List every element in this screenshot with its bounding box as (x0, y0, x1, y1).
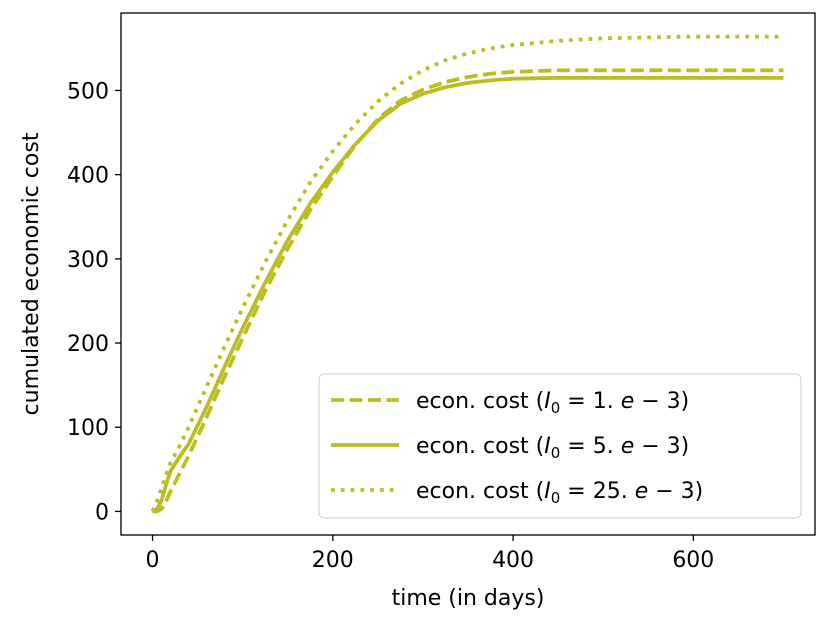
x-tick-label: 200 (312, 548, 354, 573)
legend-label: econ. cost (I0 = 1. e − 3) (416, 389, 689, 417)
legend-label: econ. cost (I0 = 5. e − 3) (416, 434, 689, 462)
legend-box (318, 373, 802, 519)
x-tick-label: 0 (146, 548, 160, 573)
x-axis-ticks: 0 200 400 600 (146, 535, 714, 573)
y-tick-label: 0 (95, 500, 109, 525)
x-tick-label: 400 (492, 548, 534, 573)
series-line-dashed (152, 68, 784, 514)
plot-frame (120, 12, 816, 536)
legend-entries: econ. cost (I0 = 1. e − 3) econ. cost (I0… (331, 389, 703, 507)
y-tick-label: 500 (67, 79, 109, 104)
y-axis-title: cumulated economic cost (19, 132, 44, 415)
x-tick-label: 600 (672, 548, 714, 573)
series-line-dotted (150, 34, 784, 513)
legend: econ. cost (I0 = 1. e − 3) econ. cost (I0… (318, 373, 802, 519)
y-tick-label: 300 (67, 248, 109, 273)
y-tick-label: 200 (67, 332, 109, 357)
y-tick-label: 400 (67, 164, 109, 189)
x-axis-title: time (in days) (392, 586, 545, 611)
y-axis-ticks: 0 100 200 300 400 500 (67, 79, 121, 525)
series-layer (150, 34, 784, 514)
series-line-solid (151, 75, 784, 514)
y-tick-label: 100 (67, 416, 109, 441)
legend-label: econ. cost (I0 = 25. e − 3) (416, 479, 703, 507)
